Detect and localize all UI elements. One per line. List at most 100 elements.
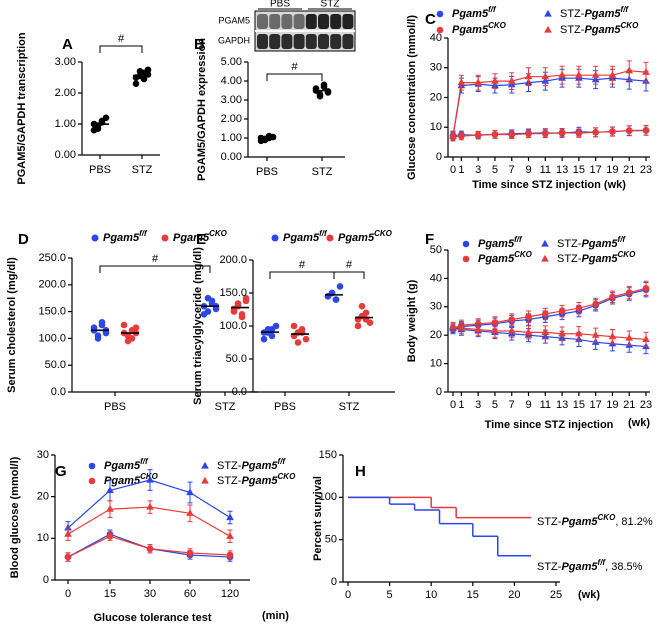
data-point bbox=[525, 313, 532, 321]
data-point bbox=[90, 324, 98, 331]
x-tick-label: 21 bbox=[623, 399, 635, 411]
y-axis-title: Percent survival bbox=[312, 476, 324, 561]
series-line bbox=[452, 287, 647, 329]
bracket bbox=[99, 45, 143, 53]
data-point bbox=[625, 66, 634, 74]
data-point bbox=[474, 325, 482, 333]
data-point bbox=[294, 339, 302, 346]
panel-label: A bbox=[62, 36, 73, 53]
blot-band bbox=[269, 14, 281, 29]
y-tick-label: 30 bbox=[37, 449, 49, 461]
blot-band bbox=[293, 14, 305, 29]
y-tick-label: 2.00 bbox=[55, 87, 76, 99]
data-point bbox=[146, 475, 154, 483]
x-tick-label: 7 bbox=[509, 164, 515, 176]
annotation: STZ-Pgam5f/f, 38.5% bbox=[537, 558, 643, 573]
x-tick-label: STZ bbox=[339, 401, 360, 413]
x-tick-label: 0 bbox=[450, 399, 456, 411]
bracket bbox=[333, 271, 365, 279]
y-tick-label: 50.0 bbox=[226, 353, 247, 365]
series-line bbox=[452, 77, 647, 137]
legend-marker bbox=[161, 234, 169, 242]
data-point bbox=[625, 127, 633, 134]
data-point bbox=[491, 76, 499, 84]
y-tick-label: 100 bbox=[319, 491, 337, 503]
data-point bbox=[98, 319, 106, 326]
legend-label: Pgam5CKO bbox=[478, 250, 533, 265]
data-point bbox=[90, 126, 98, 134]
data-point bbox=[268, 326, 276, 333]
panel-label: F bbox=[425, 231, 434, 248]
y-axis-title: Serum cholesterol (mg/dl) bbox=[6, 257, 18, 393]
data-point bbox=[124, 337, 132, 345]
x-axis-title: Time since STZ injection bbox=[485, 419, 614, 431]
x-tick-label: 13 bbox=[556, 164, 568, 176]
x-tick-label: 1 bbox=[458, 164, 464, 176]
data-point bbox=[558, 70, 566, 78]
y-tick-label: 20 bbox=[430, 91, 442, 103]
x-tick-label: 60 bbox=[184, 588, 196, 600]
blot-band bbox=[305, 14, 317, 29]
data-point bbox=[575, 304, 583, 312]
data-point bbox=[186, 509, 194, 516]
data-point bbox=[204, 294, 212, 302]
data-point bbox=[608, 70, 617, 78]
y-axis-title: Blood glucose (mmol/l) bbox=[9, 456, 21, 578]
blot-group-label: STZ bbox=[321, 0, 340, 10]
x-tick-label: 120 bbox=[221, 588, 239, 600]
blot-row-label: PGAM5 bbox=[218, 15, 250, 25]
y-tick-label: 0.00 bbox=[221, 151, 242, 163]
blot-band bbox=[318, 34, 329, 49]
data-point bbox=[94, 335, 102, 342]
data-point bbox=[106, 504, 114, 512]
data-point bbox=[98, 117, 106, 125]
x-tick-label: 15 bbox=[573, 164, 585, 176]
data-point bbox=[608, 332, 617, 340]
data-point bbox=[457, 323, 466, 331]
data-point bbox=[449, 131, 457, 139]
legend-marker bbox=[544, 9, 552, 17]
x-tick-label: 9 bbox=[525, 399, 531, 411]
data-point bbox=[226, 551, 234, 559]
data-point bbox=[625, 333, 634, 341]
data-point bbox=[120, 321, 128, 329]
legend-label: Pgam5CKO bbox=[104, 472, 159, 487]
data-point bbox=[507, 326, 516, 334]
x-tick-label: 23 bbox=[640, 164, 652, 176]
data-point bbox=[642, 335, 650, 343]
data-point bbox=[541, 72, 550, 80]
legend-label: Pgam5f/f bbox=[478, 235, 523, 250]
data-point bbox=[642, 68, 650, 75]
x-tick-label: 3 bbox=[475, 164, 481, 176]
data-point bbox=[474, 131, 482, 139]
x-tick-label: 17 bbox=[590, 164, 602, 176]
y-tick-label: 20 bbox=[430, 329, 442, 341]
legend-marker bbox=[326, 234, 334, 242]
legend-label: Pgam5CKO bbox=[173, 229, 228, 244]
y-tick-label: 5.00 bbox=[221, 56, 242, 68]
data-point bbox=[449, 322, 457, 330]
x-tick-label: 19 bbox=[606, 164, 618, 176]
legend-marker bbox=[541, 239, 549, 247]
x-tick-label: STZ bbox=[215, 401, 236, 413]
y-tick-label: 0.0 bbox=[51, 386, 66, 398]
blot-band bbox=[257, 34, 268, 49]
data-point bbox=[558, 129, 566, 136]
annotation: # bbox=[118, 33, 125, 45]
y-axis-title: PGAM5/GAPDH expression bbox=[196, 38, 208, 181]
y-tick-label: 0 bbox=[331, 576, 337, 588]
y-tick-label: 10 bbox=[37, 532, 49, 544]
legend-marker bbox=[271, 234, 279, 242]
y-axis-title: Glucose concentration (mmol/l) bbox=[406, 15, 418, 180]
x-tick-label: 10 bbox=[425, 589, 437, 601]
y-tick-label: 20 bbox=[37, 491, 49, 503]
data-point bbox=[558, 329, 566, 337]
data-point bbox=[542, 310, 549, 318]
legend-label: Pgam5f/f bbox=[283, 229, 328, 244]
x-tick-label: 5 bbox=[387, 589, 393, 601]
panel-label: B bbox=[194, 36, 205, 53]
data-point bbox=[260, 335, 268, 343]
data-point bbox=[525, 130, 532, 138]
y-tick-label: 0.00 bbox=[55, 149, 76, 161]
